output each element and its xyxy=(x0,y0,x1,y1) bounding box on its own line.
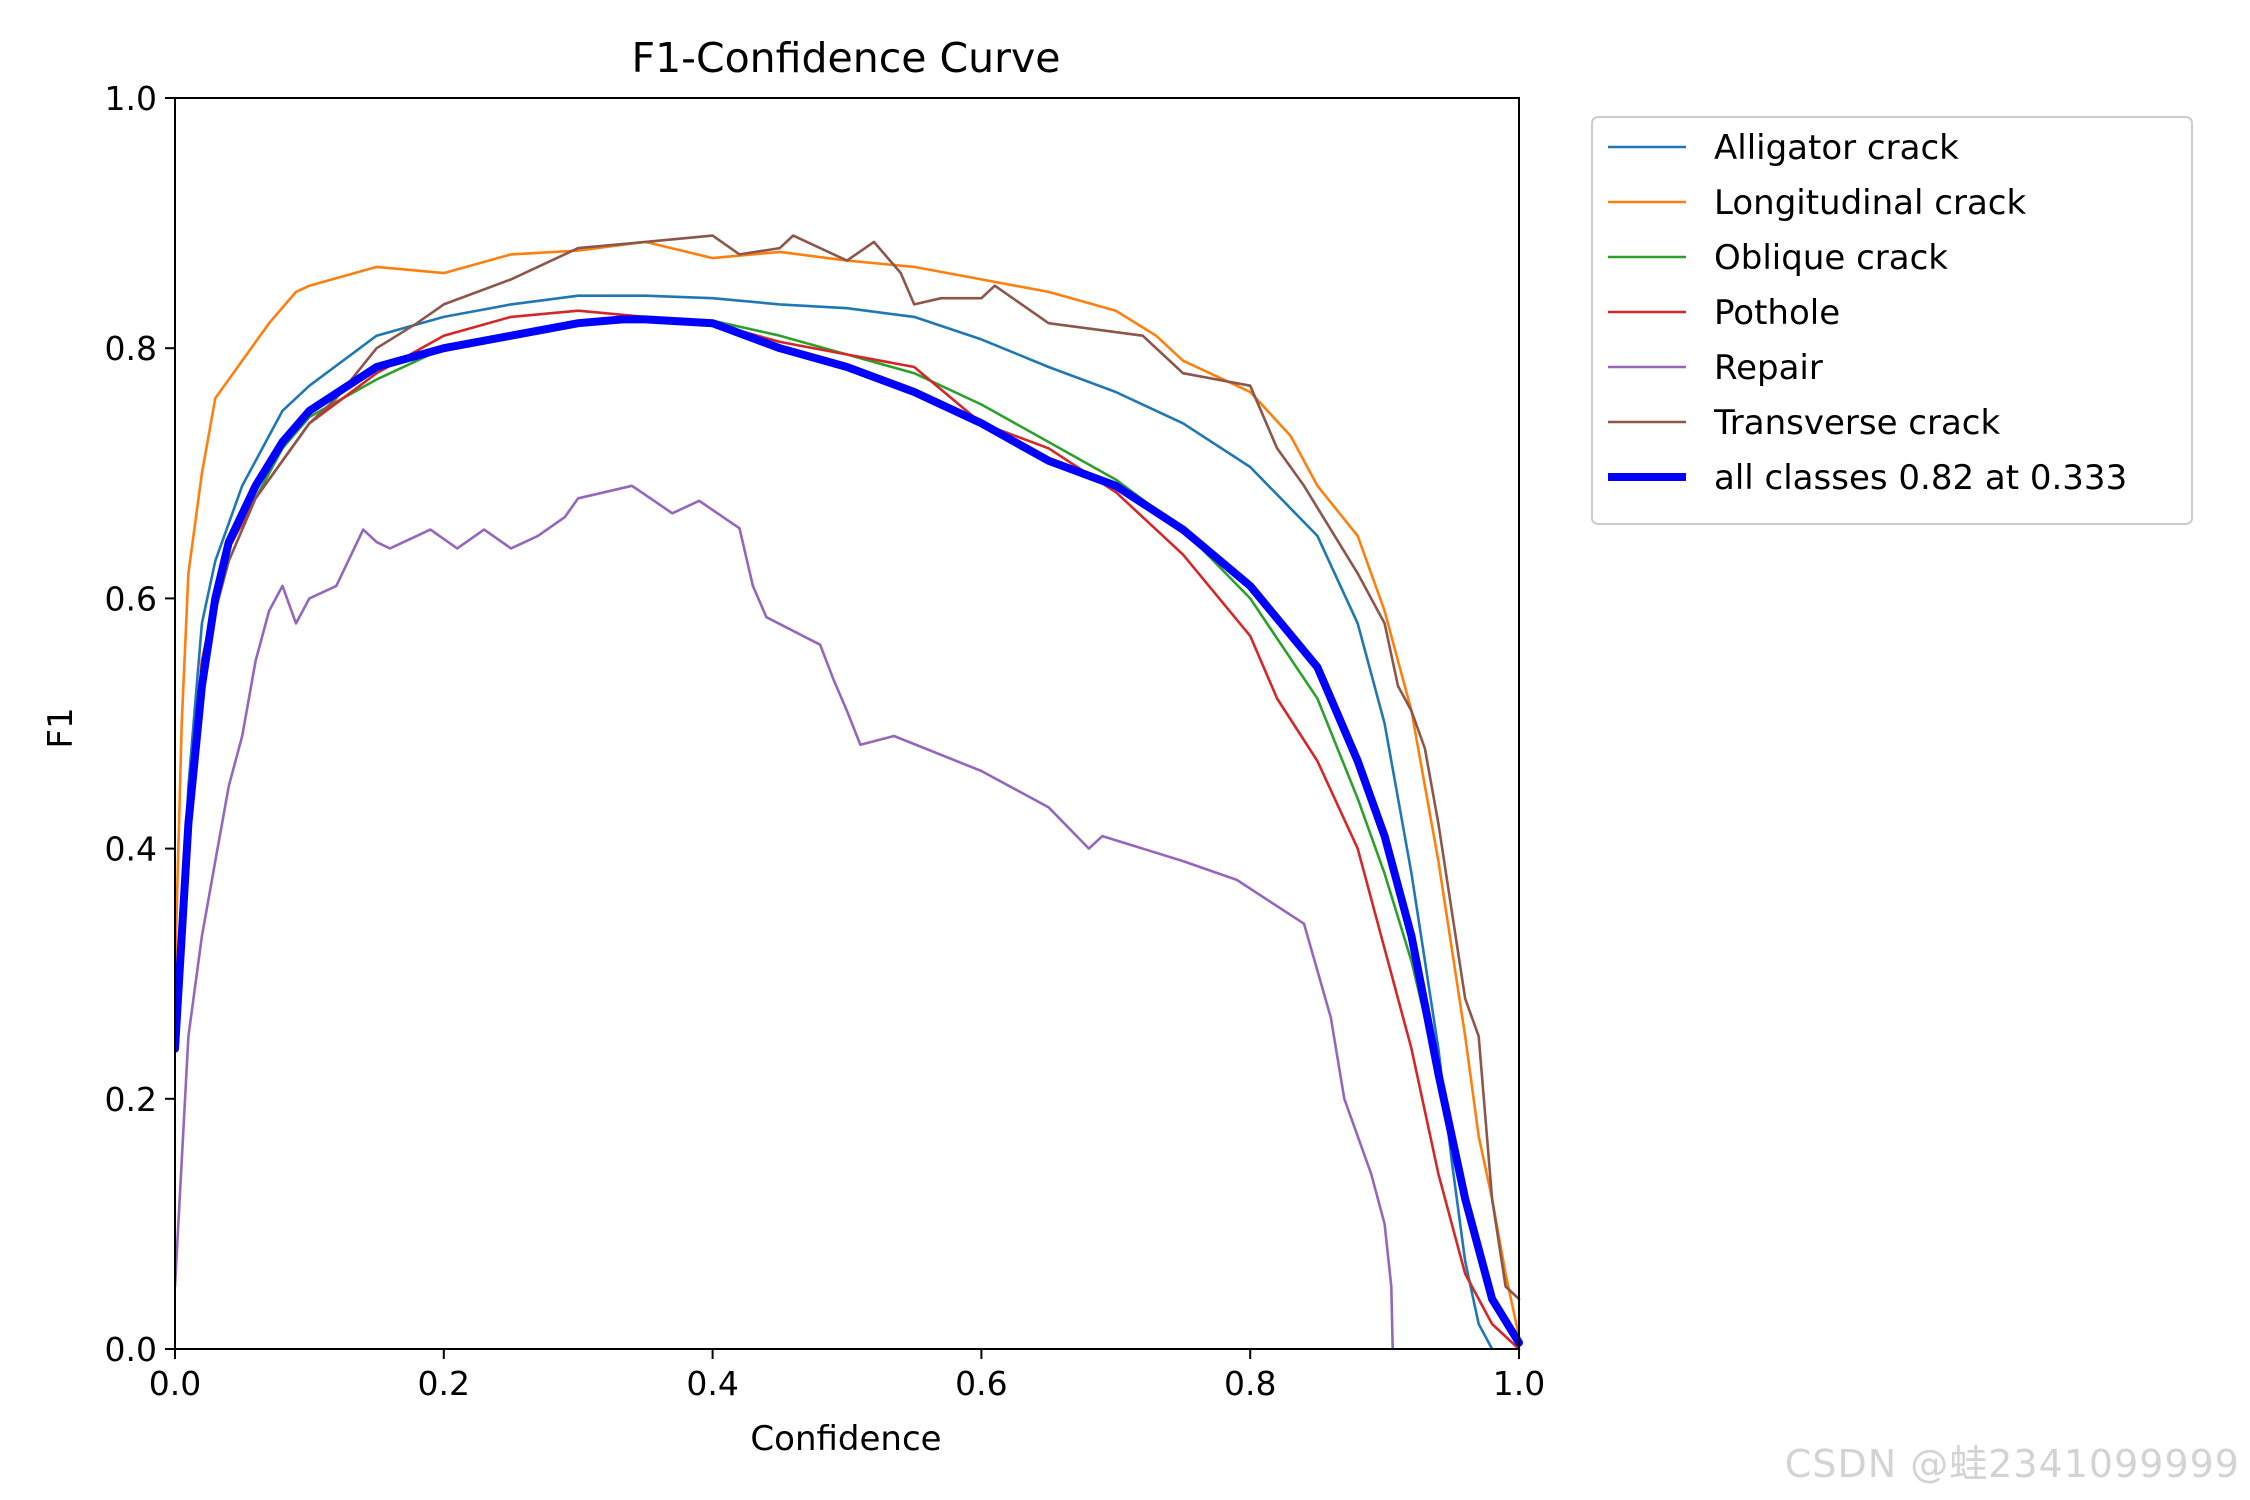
legend-label: Alligator crack xyxy=(1714,128,1959,168)
y-tick-label: 0.0 xyxy=(105,1330,157,1369)
series-line-pothole xyxy=(175,309,1521,1351)
x-tick-label: 1.0 xyxy=(1493,1364,1545,1403)
legend-label: Transverse crack xyxy=(1713,403,2001,443)
y-tick-label: 0.8 xyxy=(105,329,157,368)
series-line-transverse-crack xyxy=(175,234,1521,1301)
series-line-repair xyxy=(175,484,1394,1351)
legend-label: Pothole xyxy=(1714,293,1840,333)
legend-label: Oblique crack xyxy=(1714,238,1948,278)
series-line-oblique-crack xyxy=(175,319,1521,1344)
series-line-longitudinal-crack xyxy=(175,240,1521,1338)
legend-label: Repair xyxy=(1714,348,1823,388)
y-tick-label: 0.4 xyxy=(105,830,157,869)
x-tick-label: 0.8 xyxy=(1224,1364,1276,1403)
y-axis-label: F1 xyxy=(41,707,81,748)
y-tick-label: 1.0 xyxy=(105,79,157,118)
x-axis-label: Confidence xyxy=(750,1419,941,1459)
plot-frame xyxy=(174,97,1520,1350)
watermark: CSDN @蛙2341099999 xyxy=(1784,1442,2240,1486)
x-tick-label: 0.0 xyxy=(149,1364,201,1403)
x-tick-label: 0.4 xyxy=(686,1364,738,1403)
legend: Alligator crack Longitudinal crack Oblique… xyxy=(1591,116,2193,525)
legend-label: Longitudinal crack xyxy=(1714,183,2026,223)
x-tick-label: 0.6 xyxy=(955,1364,1007,1403)
y-tick-label: 0.6 xyxy=(105,579,157,618)
series-line-all-classes-0-82-at-0-333 xyxy=(175,315,1523,1347)
axes: 0.0 0.2 0.4 0.6 0.8 1.0 0.0 0.2 0.4 0.6 0.8 1.0 xyxy=(105,79,1546,1403)
series-line-alligator-crack xyxy=(175,294,1494,1351)
x-tick-label: 0.2 xyxy=(418,1364,470,1403)
legend-box xyxy=(1591,116,2193,525)
chart-title: F1-Confidence Curve xyxy=(632,34,1061,82)
plot-area xyxy=(175,234,1523,1351)
legend-label: all classes 0.82 at 0.333 xyxy=(1714,458,2127,498)
y-tick-label: 0.2 xyxy=(105,1080,157,1119)
